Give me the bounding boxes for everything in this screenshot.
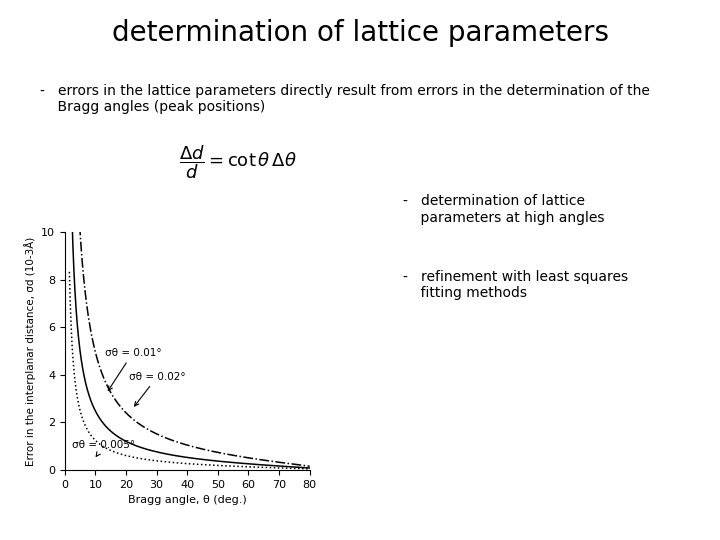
Text: $\dfrac{\Delta d}{d} = \cot\theta\,\Delta\theta$: $\dfrac{\Delta d}{d} = \cot\theta\,\Delt… <box>179 143 297 181</box>
Text: σθ = 0.02°: σθ = 0.02° <box>129 372 186 406</box>
Text: σθ = 0.01°: σθ = 0.01° <box>104 348 161 390</box>
Text: -   refinement with least squares
    fitting methods: - refinement with least squares fitting … <box>403 270 629 300</box>
Text: -   errors in the lattice parameters directly result from errors in the determin: - errors in the lattice parameters direc… <box>40 84 649 114</box>
X-axis label: Bragg angle, θ (deg.): Bragg angle, θ (deg.) <box>128 495 246 505</box>
Text: determination of lattice parameters: determination of lattice parameters <box>112 19 608 47</box>
Y-axis label: Error in the interplanar distance, σd (10-3Å): Error in the interplanar distance, σd (1… <box>24 237 35 465</box>
Text: -   determination of lattice
    parameters at high angles: - determination of lattice parameters at… <box>403 194 605 225</box>
Text: σθ = 0.005°: σθ = 0.005° <box>73 441 135 456</box>
